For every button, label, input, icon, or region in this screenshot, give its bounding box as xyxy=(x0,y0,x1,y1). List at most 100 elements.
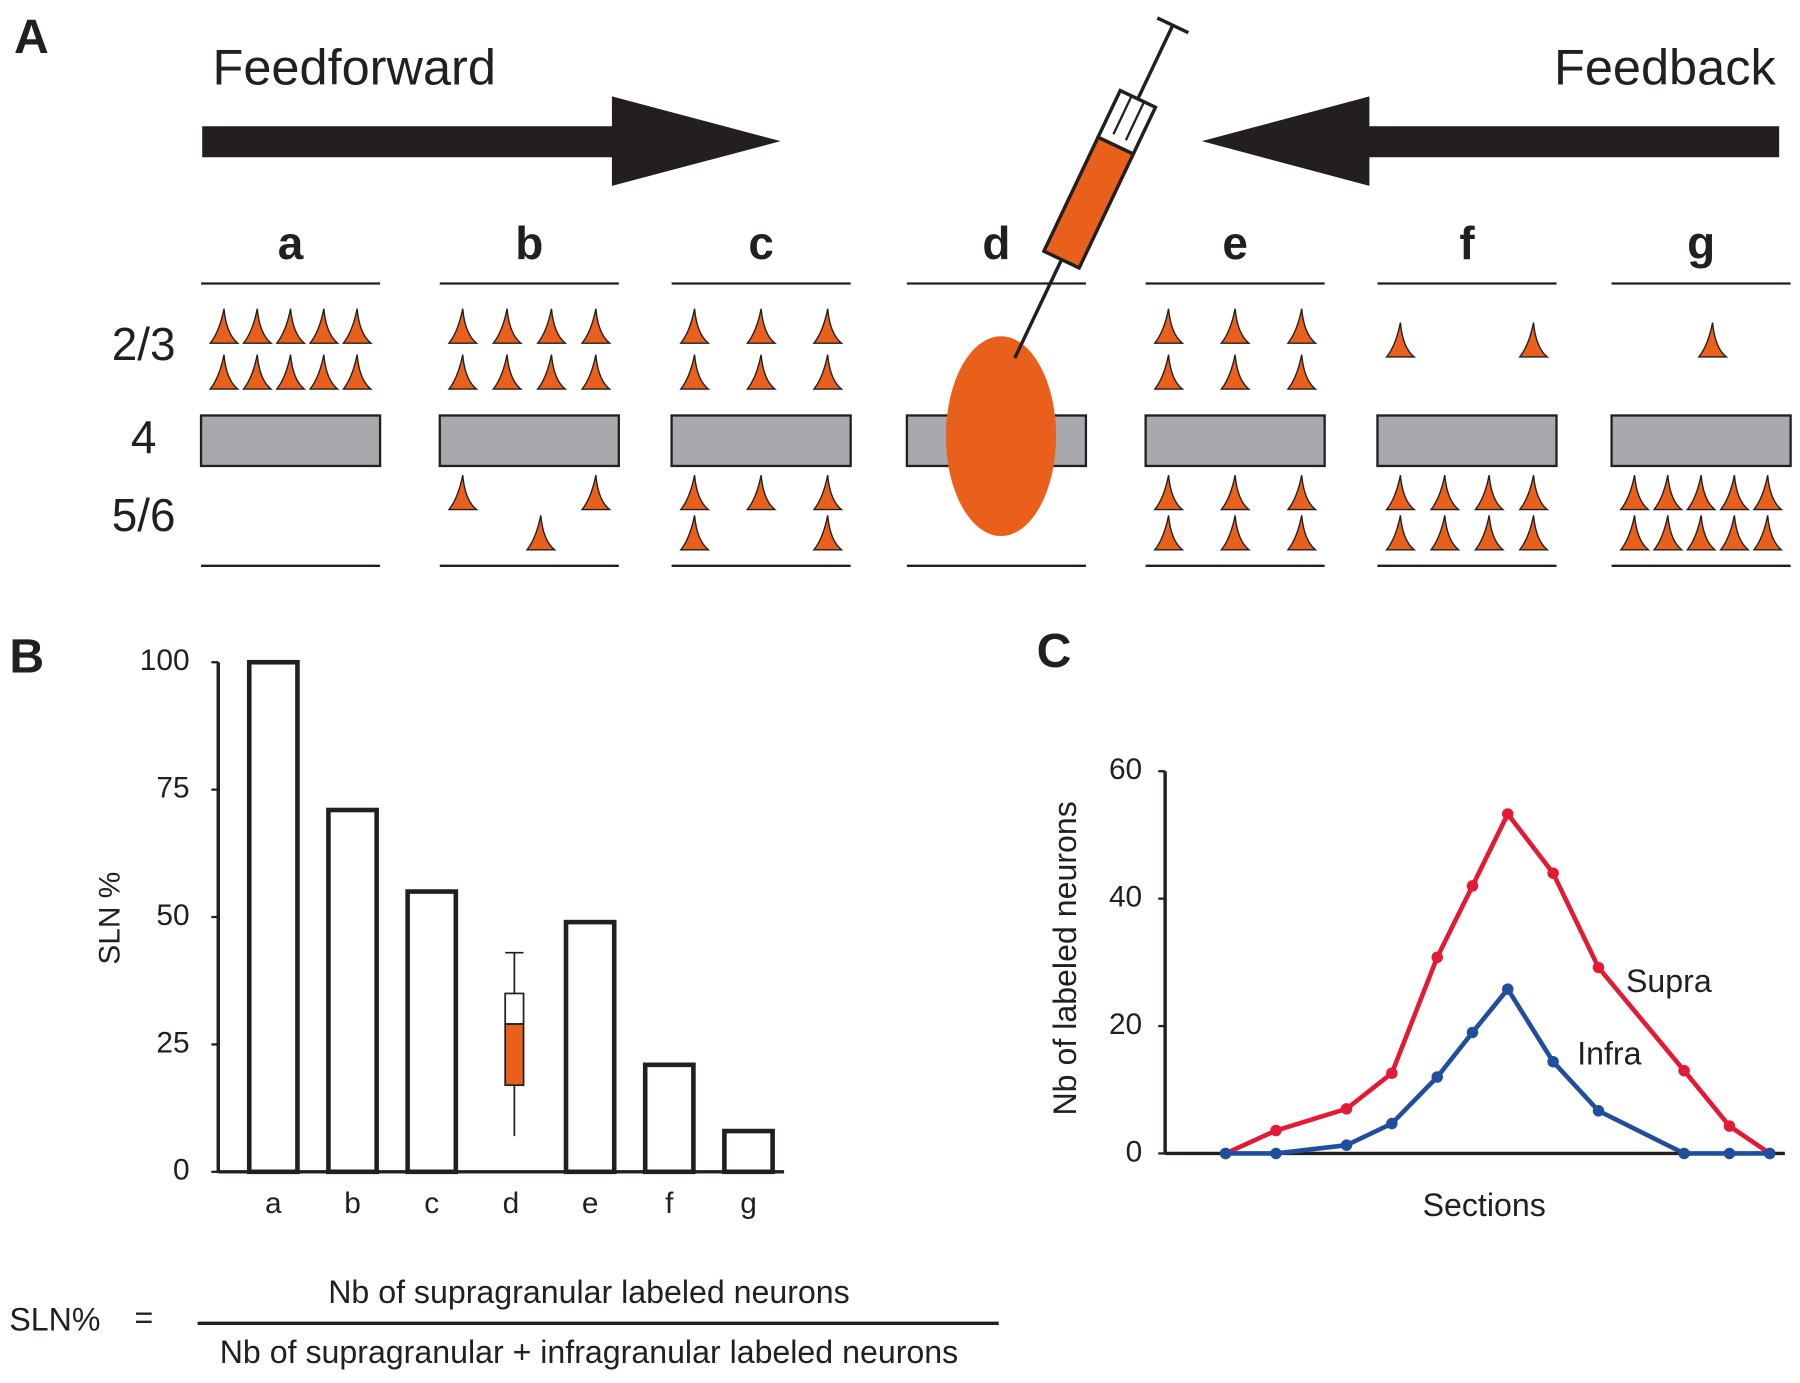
neuron xyxy=(1219,308,1251,344)
neuron xyxy=(1429,475,1461,511)
formula-numerator: Nb of supragranular labeled neurons xyxy=(328,1274,849,1310)
series-line xyxy=(1224,811,1772,1156)
point xyxy=(1502,808,1514,820)
neuron xyxy=(580,308,612,344)
injection-site xyxy=(945,336,1057,536)
neuron xyxy=(1719,475,1751,511)
column-label: c xyxy=(748,217,774,269)
neuron xyxy=(745,308,777,344)
x-tick-label: f xyxy=(665,1187,674,1220)
neuron xyxy=(447,308,479,344)
neuron xyxy=(275,354,307,390)
point xyxy=(1764,1147,1776,1160)
layer-4 xyxy=(1144,414,1326,468)
feedback-arrow xyxy=(1201,96,1780,186)
series-label: Infra xyxy=(1577,1035,1641,1071)
x-tick-label: a xyxy=(265,1187,282,1220)
bar-chart: 0 25 50 75 100 a b c d e f g xyxy=(140,644,785,1220)
neuron xyxy=(1286,308,1318,344)
neuron xyxy=(341,354,373,390)
bar xyxy=(246,659,300,1175)
neuron xyxy=(1286,515,1318,551)
neuron xyxy=(580,354,612,390)
neuron xyxy=(1473,475,1505,511)
point xyxy=(1340,1103,1353,1115)
neuron xyxy=(812,475,844,511)
x-tick-label: c xyxy=(424,1187,439,1220)
neuron xyxy=(1153,308,1185,344)
neuron xyxy=(536,308,568,344)
syringe xyxy=(1013,16,1190,359)
neuron xyxy=(1719,515,1751,551)
y-tick-label: 25 xyxy=(156,1026,189,1059)
column-label: d xyxy=(982,217,1010,269)
neuron xyxy=(580,475,612,511)
neuron xyxy=(679,475,711,511)
column-label: e xyxy=(1222,217,1248,269)
neuron xyxy=(679,308,711,344)
neuron xyxy=(308,308,340,344)
point xyxy=(1219,1147,1232,1160)
point xyxy=(1592,961,1605,974)
neuron xyxy=(1219,515,1251,551)
column-label: b xyxy=(515,217,543,269)
point xyxy=(1386,1117,1398,1130)
y-axis-label: SLN % xyxy=(93,872,126,965)
neuron xyxy=(1685,475,1717,511)
neuron xyxy=(1385,322,1417,358)
layer-4 xyxy=(1610,414,1792,468)
bar xyxy=(405,889,459,1175)
neuron xyxy=(1652,475,1684,511)
y-axis-label: Nb of labeled neurons xyxy=(1047,801,1083,1115)
point xyxy=(1547,1055,1559,1068)
neuron xyxy=(308,354,340,390)
neuron xyxy=(745,354,777,390)
column-label: f xyxy=(1459,217,1475,269)
point xyxy=(1466,1026,1479,1039)
bar xyxy=(563,919,617,1175)
y-tick-label: 0 xyxy=(1126,1135,1143,1168)
point xyxy=(1386,1067,1398,1079)
neuron xyxy=(1473,515,1505,551)
bar xyxy=(722,1128,775,1175)
y-tick-label: 20 xyxy=(1109,1008,1142,1041)
neuron xyxy=(812,515,844,551)
feedforward-label: Feedforward xyxy=(213,39,496,96)
neuron xyxy=(1752,475,1784,511)
neuron xyxy=(1385,515,1417,551)
neuron xyxy=(208,308,240,344)
column-label: a xyxy=(278,217,304,269)
layer-label: 4 xyxy=(131,411,157,463)
point xyxy=(1678,1064,1690,1077)
layer-4 xyxy=(670,414,852,468)
neuron xyxy=(679,515,711,551)
x-tick-label: g xyxy=(740,1187,757,1220)
point xyxy=(1678,1147,1690,1160)
neuron xyxy=(491,308,523,344)
neuron xyxy=(536,354,568,390)
neuron xyxy=(1153,515,1185,551)
point xyxy=(1466,880,1479,892)
y-tick-label: 0 xyxy=(173,1154,190,1187)
neuron xyxy=(208,354,240,390)
neuron xyxy=(679,354,711,390)
y-tick-label: 50 xyxy=(156,899,189,932)
layer-label: 2/3 xyxy=(112,318,176,370)
neuron xyxy=(525,515,557,551)
point xyxy=(1270,1124,1282,1137)
neuron xyxy=(1219,475,1251,511)
x-tick-label: d xyxy=(503,1187,520,1220)
y-tick-label: 75 xyxy=(156,772,189,805)
point xyxy=(1723,1120,1736,1132)
point xyxy=(1270,1147,1282,1160)
box-lower xyxy=(504,1023,525,1087)
neuron xyxy=(1153,354,1185,390)
point xyxy=(1547,867,1559,879)
panel-label: C xyxy=(1037,624,1072,678)
neuron xyxy=(242,354,274,390)
neuron xyxy=(812,354,844,390)
neuron xyxy=(1429,515,1461,551)
neuron xyxy=(745,475,777,511)
point xyxy=(1592,1105,1605,1117)
formula-denominator: Nb of supragranular + infragranular labe… xyxy=(220,1334,958,1370)
